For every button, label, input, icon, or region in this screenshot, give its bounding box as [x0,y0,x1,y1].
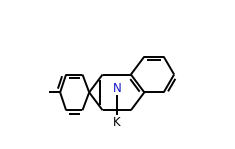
Text: K: K [113,116,121,129]
Text: N: N [112,82,121,95]
